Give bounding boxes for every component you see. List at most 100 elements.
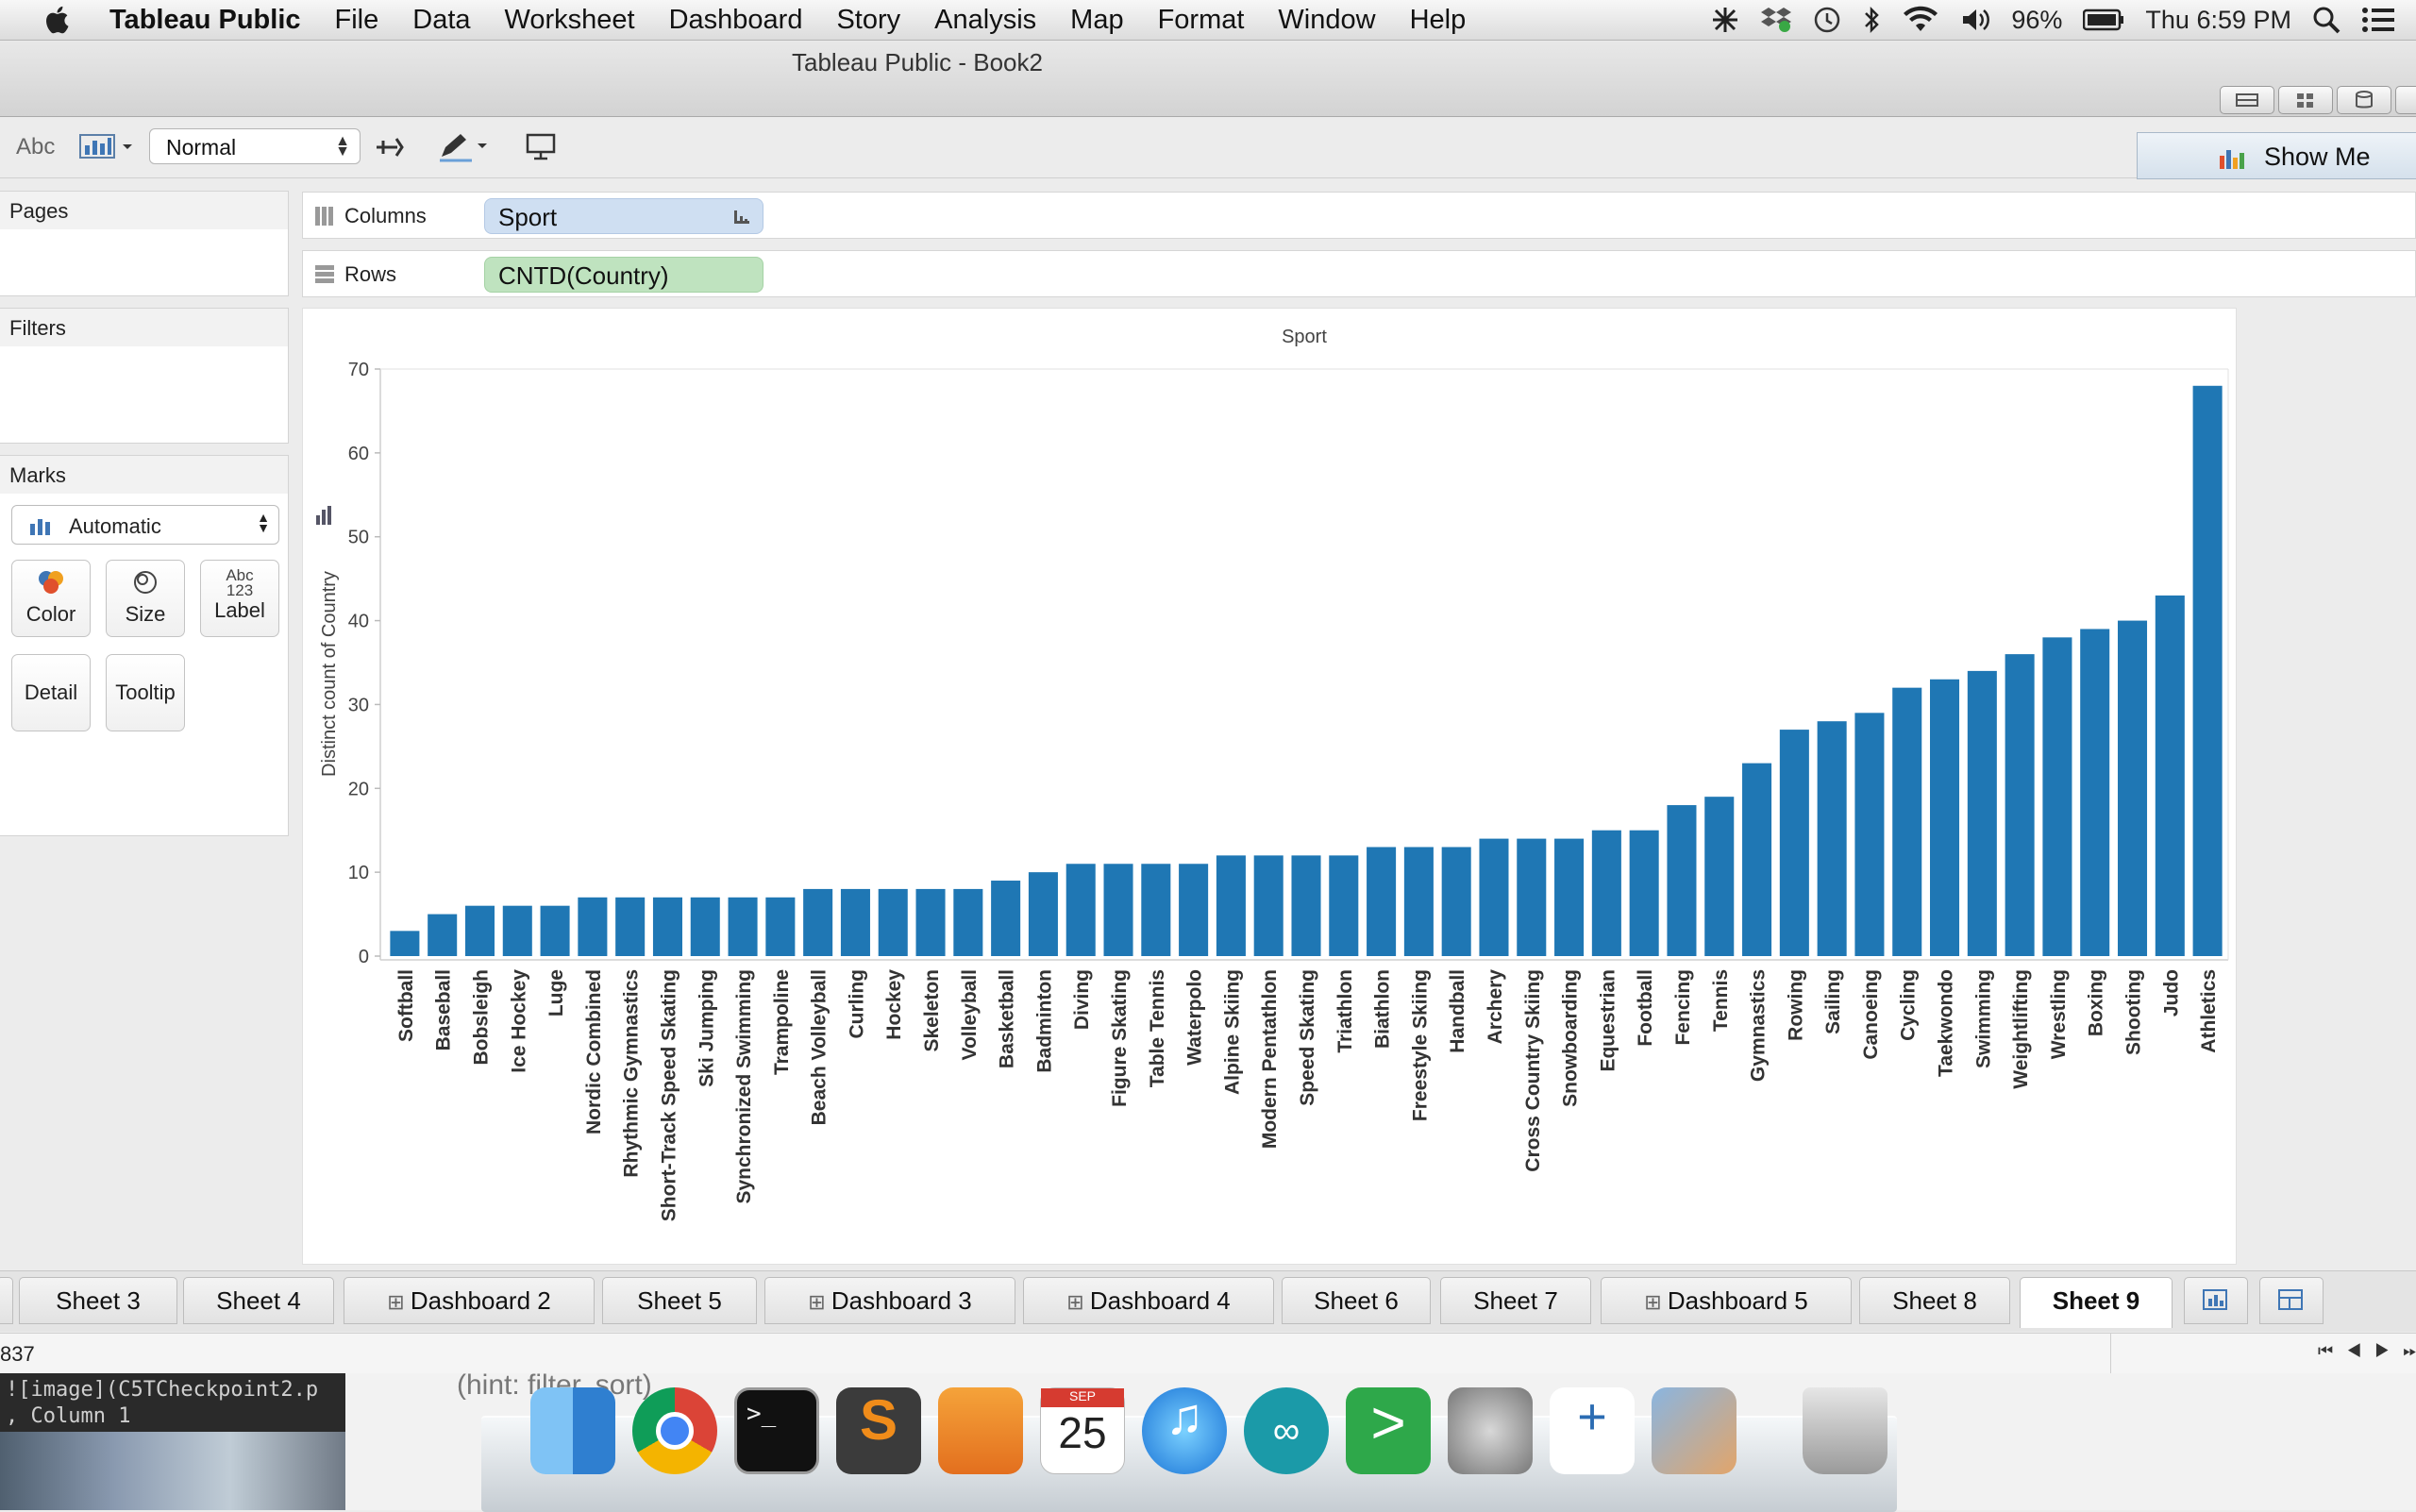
bluetooth-icon[interactable] [1862,6,1881,34]
tab-overflow-left[interactable] [0,1277,13,1324]
bar[interactable] [1854,713,1885,956]
x-tick-label[interactable]: Volleyball [959,969,981,1060]
tab-sheet-8[interactable]: Sheet 8 [1859,1277,2010,1324]
x-tick-label[interactable]: Freestyle Skiing [1409,969,1431,1121]
bar[interactable] [2005,654,2035,956]
x-tick-label[interactable]: Figure Skating [1109,969,1131,1107]
bar[interactable] [1817,721,1847,956]
x-tick-label[interactable]: Weightlifting [2010,969,2032,1089]
bar[interactable] [2155,595,2185,956]
terminal-icon[interactable]: >_ [734,1387,819,1474]
x-tick-label[interactable]: Softball [395,969,417,1042]
pin-axis-icon[interactable] [374,133,406,161]
x-tick-label[interactable]: Diving [1071,969,1093,1030]
bar[interactable] [878,888,908,956]
apple-menu-icon[interactable] [36,4,81,36]
bar[interactable] [1291,855,1321,956]
battery-icon[interactable] [2083,8,2124,31]
iphoto-icon[interactable] [1652,1387,1736,1474]
pages-icon[interactable] [938,1387,1023,1474]
x-tick-label[interactable]: Athletics [2198,969,2220,1053]
menu-help[interactable]: Help [1409,4,1467,35]
bar[interactable] [728,897,758,956]
worksheet-view[interactable]: Sport Distinct count of Country 0 10 20 30 40 5… [302,308,2237,1265]
system-preferences-icon[interactable] [1448,1387,1533,1474]
x-tick-label[interactable]: Gymnastics [1748,969,1770,1082]
x-tick-label[interactable]: Cross Country Skiing [1522,969,1544,1172]
menu-data[interactable]: Data [412,4,471,35]
tab-sheet-5[interactable]: Sheet 5 [602,1277,757,1324]
bar[interactable] [1629,830,1659,956]
x-tick-label[interactable]: Wrestling [2048,969,2070,1059]
bar[interactable] [1967,670,1997,956]
bar[interactable] [1517,838,1547,956]
bar[interactable] [390,931,420,956]
x-tick-label[interactable]: Rowing [1785,969,1806,1041]
bar[interactable] [953,888,983,956]
bar[interactable] [2080,629,2110,956]
show-me-button[interactable]: Show Me [2137,132,2416,179]
tab-dashboard-4[interactable]: ⊞ Dashboard 4 [1023,1277,1274,1324]
bar[interactable] [1179,864,1209,956]
menu-map[interactable]: Map [1070,4,1124,35]
x-tick-label[interactable]: Rhythmic Gymnastics [621,969,643,1178]
bar[interactable] [540,905,570,956]
sublime-alt-icon[interactable]: > [1346,1387,1431,1474]
x-tick-label[interactable]: Tennis [1710,969,1732,1032]
x-tick-label[interactable]: Baseball [433,969,455,1050]
tab-sheet-3[interactable]: Sheet 3 [19,1277,177,1324]
x-tick-label[interactable]: Luge [545,969,567,1016]
x-tick-label[interactable]: Boxing [2086,969,2107,1036]
bar[interactable] [1441,847,1471,956]
finder-icon[interactable] [530,1387,615,1474]
bar[interactable] [1329,855,1359,956]
bar[interactable] [690,897,720,956]
menu-dashboard[interactable]: Dashboard [668,4,803,35]
x-tick-label[interactable]: Taekwondo [1936,969,1957,1077]
x-tick-label[interactable]: Ski Jumping [696,969,717,1087]
menu-window[interactable]: Window [1278,4,1376,35]
x-tick-label[interactable]: Hockey [883,969,905,1040]
volume-icon[interactable] [1960,6,1990,34]
tab-sheet-9[interactable]: Sheet 9 [2020,1277,2173,1328]
sheet-navigation-icons[interactable]: ⏮◀▶⏭ [2318,1341,2416,1360]
columns-shelf[interactable]: Columns Sport [302,192,2416,239]
x-tick-label[interactable]: Shooting [2123,969,2145,1055]
tab-dashboard-5[interactable]: ⊞ Dashboard 5 [1601,1277,1852,1324]
bar[interactable] [2192,385,2223,956]
x-tick-label[interactable]: Synchronized Swimming [733,969,755,1204]
bar-chart[interactable]: Sport Distinct count of Country 0 10 20 30 40 5… [303,309,2236,1264]
label-button[interactable]: Abc 123 Label [200,560,279,637]
chart-type-icon[interactable] [79,132,138,160]
bar[interactable] [1065,864,1096,956]
pages-card[interactable]: Pages [0,191,289,296]
dropbox-icon[interactable] [1760,6,1792,34]
bar[interactable] [1742,763,1772,956]
bar[interactable] [1930,679,1960,956]
bar[interactable] [1667,805,1697,956]
bar[interactable] [1367,847,1397,956]
menu-app-name[interactable]: Tableau Public [109,4,301,35]
new-dashboard-button[interactable] [2259,1277,2324,1324]
bar[interactable] [1479,838,1509,956]
trash-icon[interactable] [1803,1387,1888,1474]
show-mark-labels-button[interactable]: Abc [16,134,56,160]
rows-shelf[interactable]: Rows CNTD(Country) [302,250,2416,297]
bar[interactable] [502,905,532,956]
x-tick-label[interactable]: Snowboarding [1560,969,1582,1107]
bar[interactable] [615,897,646,956]
tableau-icon[interactable]: + [1550,1387,1635,1474]
x-tick-label[interactable]: Judo [2160,969,2182,1016]
x-tick-label[interactable]: Badminton [1033,969,1055,1073]
bar[interactable] [1591,830,1621,956]
x-tick-label[interactable]: Sailing [1822,969,1844,1034]
sublime-text-icon[interactable]: S [836,1387,921,1474]
bar[interactable] [1253,855,1284,956]
menu-analysis[interactable]: Analysis [934,4,1037,35]
x-tick-label[interactable]: Skeleton [921,969,943,1052]
x-tick-label[interactable]: Handball [1447,969,1468,1053]
fit-dropdown[interactable]: Normal ▲ ▼ [149,128,361,164]
x-tick-label[interactable]: Cycling [1898,969,1920,1041]
new-worksheet-button[interactable] [2184,1277,2248,1324]
bar[interactable] [652,897,682,956]
